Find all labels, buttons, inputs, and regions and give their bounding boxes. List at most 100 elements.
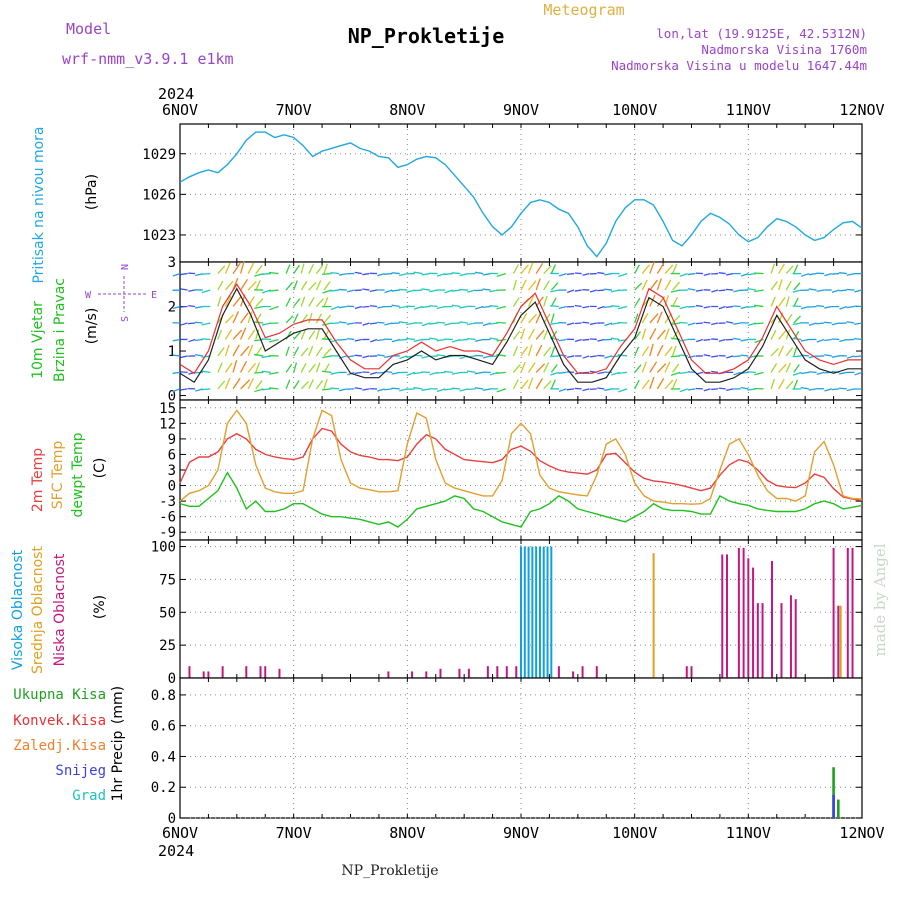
wind-arrow [671, 378, 678, 390]
wind-arrow [800, 272, 810, 277]
wind-arrow [240, 345, 250, 357]
wind-arrow [839, 289, 847, 292]
wind-arrow [482, 322, 491, 327]
wind-arrow [543, 380, 552, 390]
wind-arrow [597, 271, 605, 275]
wind-arrow [740, 354, 749, 357]
wind-arrow [839, 387, 847, 390]
wind-arrow [377, 371, 385, 374]
wind-arrow [726, 272, 734, 276]
wind-arrow [550, 322, 559, 325]
wind-arrow [436, 321, 446, 324]
bar-niska-oblacnost [726, 554, 729, 678]
wind-arrow [254, 338, 264, 342]
wind-arrow [377, 388, 385, 392]
y-tick-label: 100 [151, 540, 176, 556]
wind-arrow [754, 272, 764, 275]
wind-arrow [467, 370, 476, 374]
wind-arrow [617, 371, 628, 375]
wind-arrow [323, 348, 332, 357]
wind-arrow [679, 371, 688, 375]
wind-arrow [839, 338, 848, 343]
wind-arrow [474, 387, 484, 390]
y-tick-label: 12 [159, 416, 176, 432]
y-tick-label: 0 [168, 479, 176, 495]
wind-arrow [217, 380, 226, 390]
wind-arrow [399, 388, 408, 392]
wind-arrow [711, 370, 719, 374]
wind-arrow [589, 355, 597, 358]
bar-visoka-oblacnost [531, 546, 534, 678]
wind-arrow [322, 355, 332, 359]
wind-arrow [421, 305, 431, 308]
wind-arrow [391, 338, 400, 343]
bar-niska-oblacnost [439, 668, 442, 678]
wind-arrow [268, 289, 279, 292]
wind-arrow [224, 262, 231, 274]
wind-arrow [384, 355, 393, 359]
wind-arrow [543, 265, 552, 275]
wind-arrow [528, 313, 538, 324]
wind-arrow [785, 329, 791, 340]
bar-niska-oblacnost [690, 666, 693, 678]
wind-arrow [300, 280, 308, 291]
wind-arrow [816, 371, 825, 376]
wind-arrow [520, 328, 526, 340]
wind-arrow [467, 337, 476, 341]
bar-niska-oblacnost [581, 666, 584, 678]
wind-arrow [232, 329, 243, 340]
wind-arrow [754, 322, 764, 325]
coords-label: lon,lat (19.9125E, 42.5312N) [656, 26, 867, 41]
pressure-panel: 1023 1026 1029 [142, 123, 863, 263]
wind-arrow [255, 280, 261, 291]
wind-arrow [474, 271, 484, 275]
wind-arrow [793, 379, 799, 390]
bar-niska-oblacnost [458, 668, 461, 678]
wind-arrow [384, 388, 393, 391]
wind-arrow [711, 289, 719, 293]
wind-arrow [567, 289, 575, 294]
wind-arrow [512, 346, 519, 357]
wind-arrow [854, 337, 863, 341]
wind-arrow [740, 338, 749, 342]
wind-arrow [338, 321, 347, 324]
bar-niska-oblacnost [221, 666, 224, 678]
wind-arrow [300, 362, 307, 373]
wind-arrow [300, 263, 305, 274]
y-tick-label: 0.2 [151, 780, 176, 796]
wind-arrow [550, 289, 560, 293]
precip-unit: (mm) [110, 686, 126, 724]
bar-niska-oblacnost [207, 671, 210, 678]
wind-arrow [770, 378, 776, 390]
wind-arrow [808, 322, 817, 326]
compass-n: N [118, 264, 129, 270]
wind-arrow [322, 272, 332, 276]
wind-arrow [474, 371, 484, 375]
wind-arrow [679, 388, 688, 393]
wind-arrow [315, 280, 322, 291]
wind-arrow [733, 322, 741, 325]
wind-arrow [489, 355, 499, 358]
y-tick-label: 1029 [142, 147, 176, 163]
wind-arrow [520, 312, 528, 324]
wind-arrow [436, 272, 446, 277]
wind-arrow [172, 388, 181, 393]
wind-arrow [413, 338, 423, 343]
wind-arrow [429, 289, 438, 293]
wind-arrow [520, 361, 526, 373]
legend-snow: Snijeg [55, 763, 106, 779]
wind-arrow [354, 271, 362, 275]
wind-arrow [670, 305, 681, 308]
wind-arrow [550, 355, 559, 358]
wind-arrow [444, 289, 454, 294]
wind-arrow [846, 272, 855, 276]
wind-arrow [671, 345, 677, 357]
wind-arrow [649, 313, 659, 324]
precip-ylabel: 1hr Precip [110, 731, 126, 802]
series-line-series [179, 131, 863, 258]
wind-arrow [641, 312, 649, 324]
wind-arrow [800, 371, 810, 375]
wind-arrow [754, 338, 764, 344]
y-tick-label: 0 [168, 671, 176, 687]
wind-arrow [695, 289, 703, 292]
